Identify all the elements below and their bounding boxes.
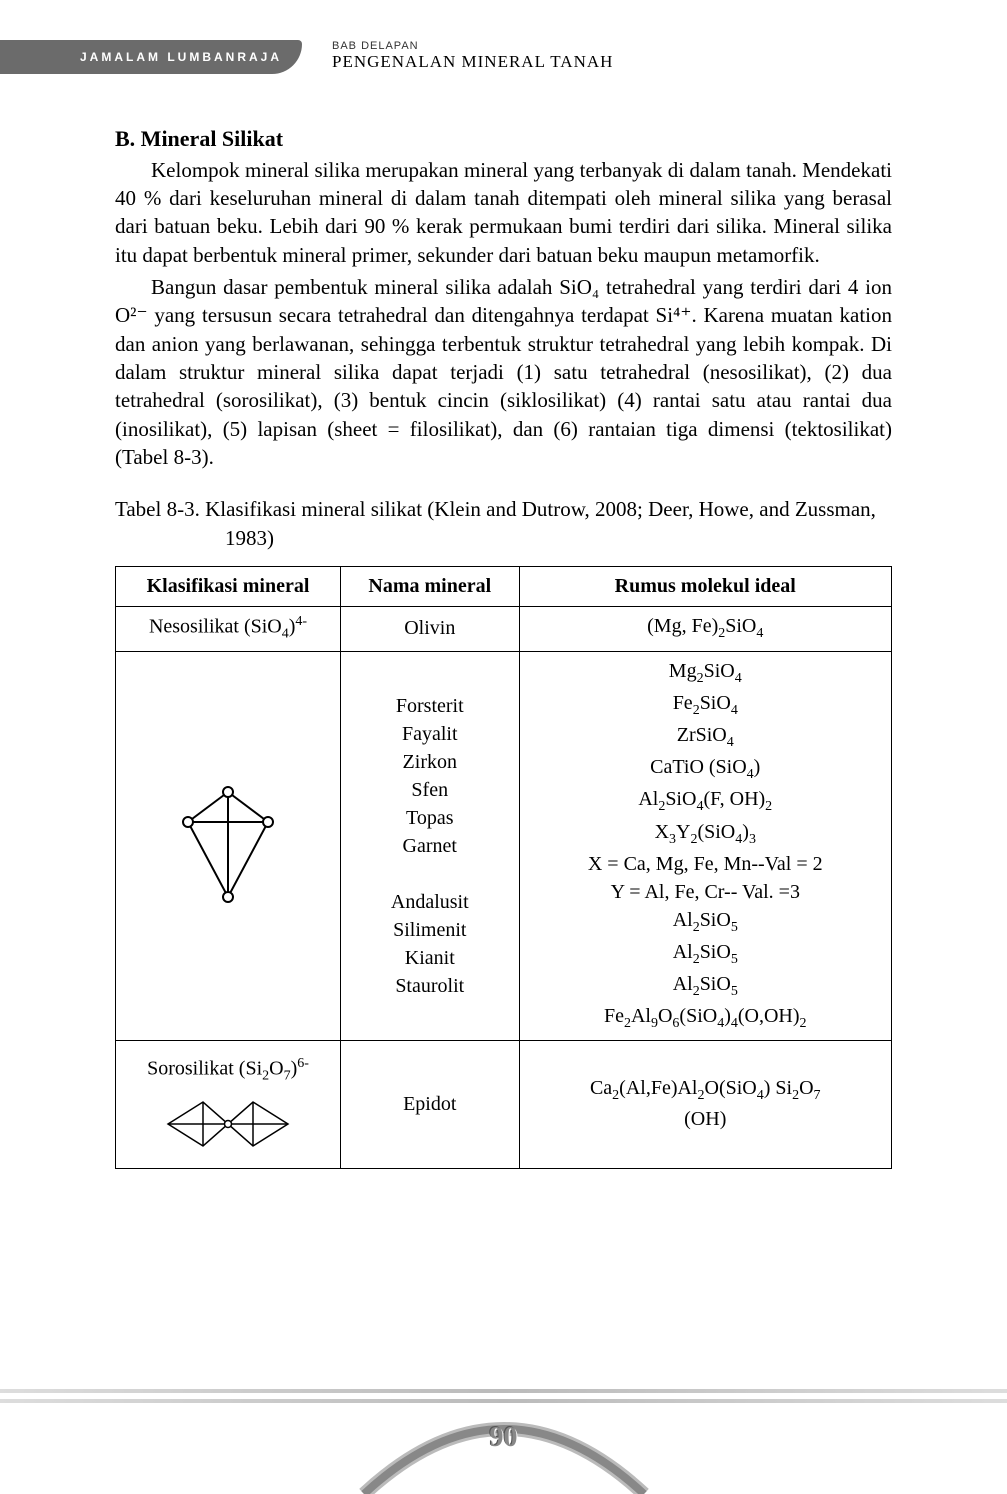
chapter-title: PENGENALAN MINERAL TANAH [332,52,613,72]
cell-formula-olivin: (Mg, Fe)2SiO4 [519,607,892,652]
mineral-name: Kianit [405,945,455,971]
th-rumus: Rumus molekul ideal [519,567,892,607]
footer-decor-lines [0,1389,1007,1409]
mineral-formula: Al2SiO5 [673,939,738,969]
soro-cell-content: Sorosilikat (Si2O7)6- [126,1047,330,1163]
mineral-name: Zirkon [403,749,457,775]
mineral-name: Forsterit [396,693,464,719]
mineral-name: Topas [406,805,453,831]
table-row: ForsteritFayalitZirkonSfenTopasGarnet An… [116,651,892,1040]
content-body: B. Mineral Silikat Kelompok mineral sili… [0,84,1007,1169]
mineral-formula: CaTiO (SiO4) [650,754,760,784]
chapter-label: BAB DELAPAN [332,40,613,52]
page-number: 90 [490,1422,518,1454]
mineral-formula: Mg2SiO4 [669,658,742,688]
page: JAMALAM LUMBANRAJA BAB DELAPAN PENGENALA… [0,0,1007,1494]
author-tab: JAMALAM LUMBANRAJA [0,40,302,74]
names-stack: ForsteritFayalitZirkonSfenTopasGarnet An… [351,693,508,999]
mineral-name [427,861,432,887]
th-klasifikasi: Klasifikasi mineral [116,567,341,607]
mineral-name: Silimenit [393,917,466,943]
cell-class-soro: Sorosilikat (Si2O7)6- [116,1040,341,1169]
mineral-formula: X = Ca, Mg, Fe, Mn--Val = 2 [588,851,823,877]
mineral-formula: Al2SiO4(F, OH)2 [638,786,772,816]
table-row: Sorosilikat (Si2O7)6- [116,1040,892,1169]
cell-diagram-tetra [116,651,341,1040]
chapter-block: BAB DELAPAN PENGENALAN MINERAL TANAH [332,40,613,74]
soro-label: Sorosilikat (Si2O7)6- [147,1055,309,1087]
cell-names-list: ForsteritFayalitZirkonSfenTopasGarnet An… [341,651,519,1040]
th-nama: Nama mineral [341,567,519,607]
tetrahedron-double-icon [163,1094,293,1154]
mineral-formula: X3Y2(SiO4)3 [655,819,756,849]
cell-name-epidot: Epidot [341,1040,519,1169]
formulas-stack: Mg2SiO4Fe2SiO4ZrSiO4CaTiO (SiO4)Al2SiO4(… [530,658,882,1034]
mineral-formula: Fe2Al9O6(SiO4)4(O,OH)2 [604,1003,807,1033]
mineral-name: Sfen [411,777,448,803]
paragraph-2: Bangun dasar pembentuk mineral silika ad… [115,273,892,471]
mineral-name: Garnet [403,833,457,859]
mineral-formula: Al2SiO5 [673,971,738,1001]
mineral-formula: Y = Al, Fe, Cr-- Val. =3 [611,879,800,905]
cell-class-neso: Nesosilikat (SiO4)4- [116,607,341,652]
cell-formulas-list: Mg2SiO4Fe2SiO4ZrSiO4CaTiO (SiO4)Al2SiO4(… [519,651,892,1040]
mineral-name: Fayalit [402,721,458,747]
mineral-name: Andalusit [391,889,469,915]
cell-formula-epidot: Ca2(Al,Fe)Al2O(SiO4) Si2O7(OH) [519,1040,892,1169]
table-caption: Tabel 8-3. Klasifikasi mineral silikat (… [115,495,892,552]
mineral-formula: ZrSiO4 [677,722,734,752]
cell-name-olivin: Olivin [341,607,519,652]
mineral-table: Klasifikasi mineral Nama mineral Rumus m… [115,566,892,1169]
mineral-formula: Fe2SiO4 [673,690,738,720]
mineral-formula: Al2SiO5 [673,907,738,937]
paragraph-1: Kelompok mineral silika merupakan minera… [115,156,892,269]
table-header-row: Klasifikasi mineral Nama mineral Rumus m… [116,567,892,607]
section-heading: B. Mineral Silikat [115,124,892,154]
mineral-name: Staurolit [395,973,464,999]
page-header: JAMALAM LUMBANRAJA BAB DELAPAN PENGENALA… [0,0,1007,84]
table-row: Nesosilikat (SiO4)4- Olivin (Mg, Fe)2SiO… [116,607,892,652]
tetrahedron-single-icon [173,777,283,907]
table-caption-text: Tabel 8-3. Klasifikasi mineral silikat (… [115,495,892,552]
